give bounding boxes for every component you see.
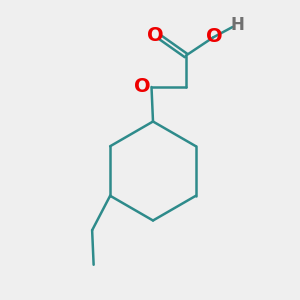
Text: O: O <box>147 26 164 45</box>
Text: O: O <box>206 26 223 46</box>
Text: O: O <box>134 77 150 97</box>
Text: H: H <box>231 16 245 34</box>
